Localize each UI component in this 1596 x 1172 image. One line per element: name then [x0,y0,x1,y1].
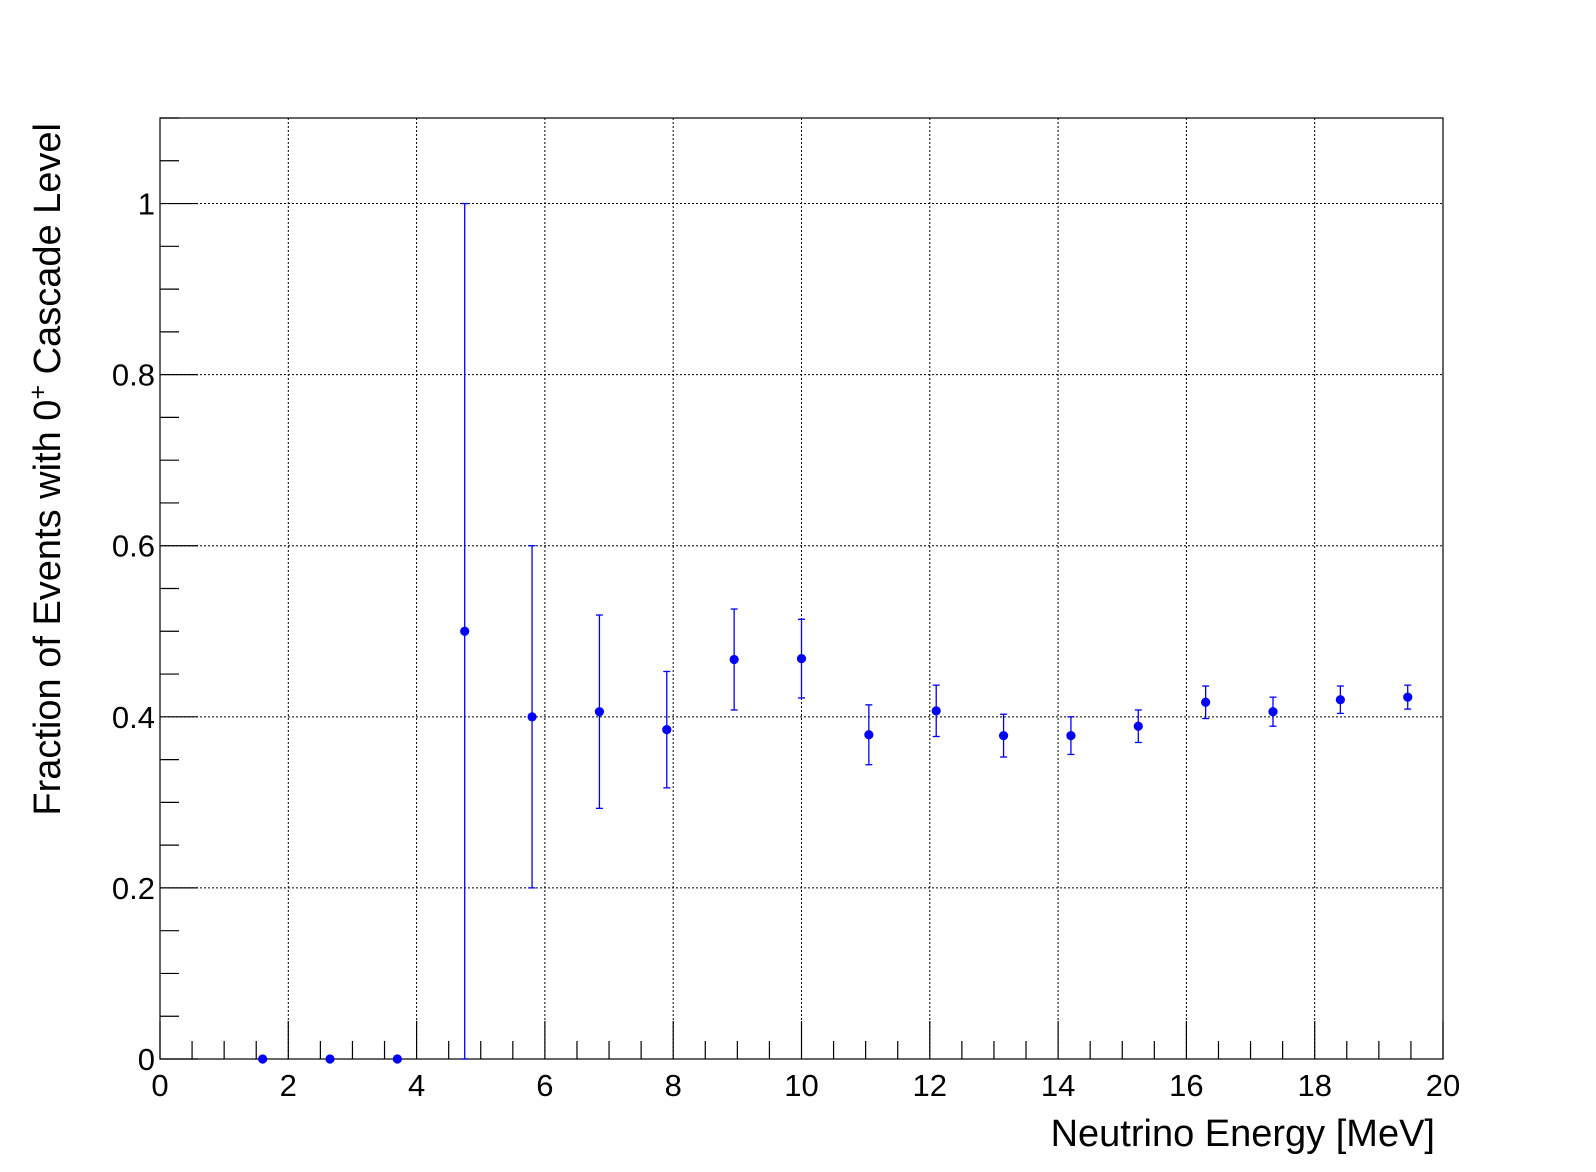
data-marker [392,1054,402,1064]
x-tick-label: 10 [784,1068,818,1103]
data-marker [1066,731,1076,741]
data-marker [662,725,672,735]
x-tick-label: 6 [536,1068,553,1103]
data-marker [998,731,1009,741]
data-marker [1335,695,1345,705]
x-tick-label: 16 [1169,1068,1203,1103]
x-tick-label: 0 [151,1068,168,1103]
data-point [1403,684,1413,710]
data-marker [931,706,941,716]
data-marker [258,1054,268,1064]
x-tick-label: 2 [280,1068,297,1103]
data-point [258,1054,268,1064]
data-point [527,545,537,889]
grid-lines [160,118,1443,1059]
y-tick-label: 0.2 [112,871,155,906]
y-tick-labels: 0 0.2 0.4 0.6 0.8 1 [112,187,155,1077]
data-marker [1133,721,1143,731]
data-point [1201,685,1211,720]
data-point [729,608,739,711]
y-axis-title-rest: Cascade Level [27,123,69,385]
data-point [998,713,1009,758]
x-tick-label: 18 [1297,1068,1331,1103]
data-marker [325,1054,335,1064]
data-point [662,670,672,789]
data-point [1133,709,1143,744]
data-point [864,704,874,766]
y-tick-label: 0.6 [112,529,155,564]
x-tick-label: 12 [913,1068,947,1103]
x-tick-label: 8 [665,1068,682,1103]
y-tick-label: 0 [138,1042,155,1077]
data-point [1066,716,1076,756]
data-marker [1403,692,1413,702]
data-point [931,684,941,738]
x-axis-title: Neutrino Energy [MeV] [1051,1113,1435,1155]
x-tick-label: 14 [1041,1068,1075,1103]
data-series [258,202,1413,1064]
data-point [594,614,605,810]
y-tick-label: 0.8 [112,358,155,393]
x-tick-label: 4 [408,1068,425,1103]
data-point [796,618,807,699]
data-marker [864,730,874,740]
y-tick-label: 1 [138,187,155,222]
data-point [1335,685,1345,715]
data-point [392,1054,402,1064]
data-marker [729,654,739,665]
data-marker [594,707,605,717]
data-marker [1268,707,1278,717]
y-axis-title-superscript: + [24,385,52,400]
y-axis-title-main: Fraction of Events with 0 [27,400,69,816]
data-point [460,202,470,1060]
data-point [325,1054,335,1064]
data-marker [527,712,537,722]
data-point [1268,696,1278,727]
data-marker [796,654,807,664]
axis-ticks [159,117,1444,1060]
data-marker [460,626,470,636]
data-marker [1201,697,1211,707]
x-tick-label: 20 [1426,1068,1460,1103]
y-tick-label: 0.4 [112,700,155,735]
y-axis-title: Fraction of Events with 0+ Cascade Level [24,123,69,816]
x-tick-labels: 0 2 4 6 8 10 12 14 16 18 20 [151,1068,1460,1103]
